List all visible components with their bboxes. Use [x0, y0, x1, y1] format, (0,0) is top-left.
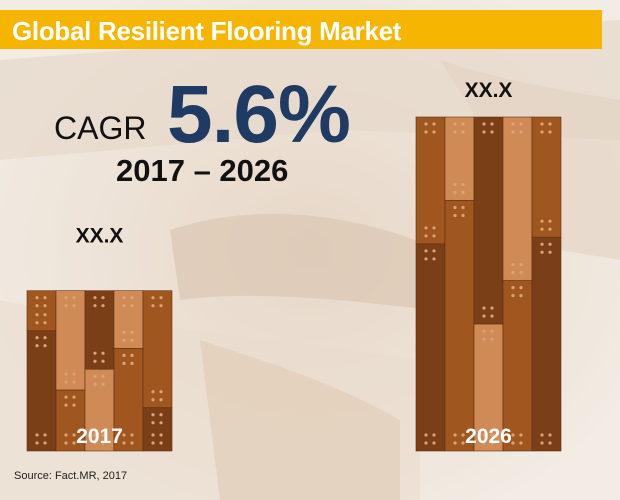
value-label-2017: XX.X — [76, 225, 124, 248]
chart-title: Global Resilient Flooring Market — [12, 16, 402, 46]
category-label-2026: 2026 — [465, 425, 512, 448]
bar-2017 — [26, 290, 173, 452]
source-note: Source: Fact.MR, 2017 — [14, 470, 128, 482]
cagr-label: CAGR — [54, 110, 147, 146]
title-bar: Global Resilient Flooring Market — [0, 10, 602, 49]
cagr-value: 5.6% — [167, 69, 351, 160]
category-label-2017: 2017 — [76, 425, 123, 448]
bar-2026 — [415, 116, 562, 452]
value-label-2026: XX.X — [465, 79, 513, 102]
cagr-period: 2017 – 2026 — [116, 153, 289, 188]
